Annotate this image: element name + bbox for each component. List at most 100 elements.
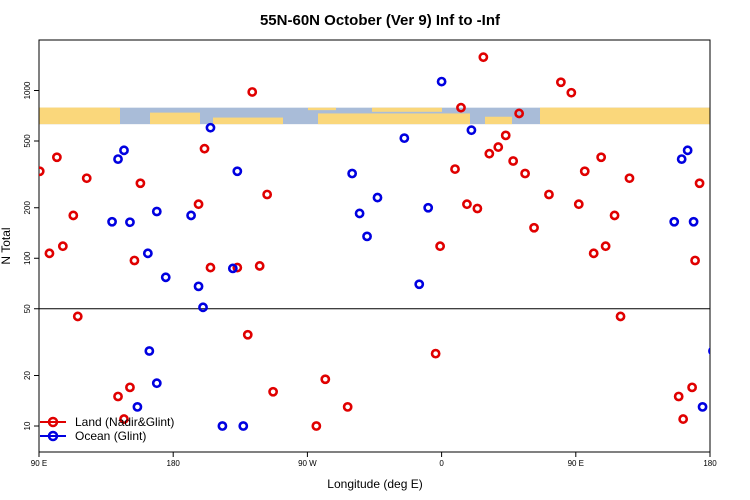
data-point [205,122,216,133]
data-point [198,302,208,313]
data-point [362,231,372,242]
map-land [308,107,336,111]
data-point [544,189,554,200]
data-point [399,133,410,144]
data-point [217,421,228,431]
legend: Land (Nadir&Glint) Ocean (Glint) [40,415,174,443]
data-point [160,272,171,283]
data-point [508,156,519,166]
data-point [119,145,129,156]
data-points [39,52,710,431]
x-tick-label: 90 E [31,459,47,468]
y-tick-label: 20 [23,371,32,380]
legend-marker-ocean [47,430,59,442]
data-point [347,168,358,179]
data-point [72,311,83,322]
map-land [485,116,512,125]
data-point [624,173,635,184]
map-land [39,107,120,125]
legend-item-ocean: Ocean (Glint) [40,429,146,443]
data-point [588,248,599,259]
data-point [81,173,92,184]
data-point [678,414,689,424]
data-point [694,178,705,189]
legend-item-land: Land (Nadir&Glint) [40,415,174,429]
x-tick-label: 90 W [298,459,317,468]
data-point [129,255,140,266]
data-point [254,261,265,271]
map-land [318,113,470,125]
data-point [600,241,611,252]
data-point [135,178,146,189]
data-point [242,329,253,340]
plot-frame [38,39,711,453]
data-point [142,248,153,259]
data-point [430,348,441,359]
data-point [462,199,472,210]
legend-label-land: Land (Nadir&Glint) [75,415,174,429]
data-point [113,391,123,402]
data-point [414,279,425,290]
y-tick-label: 500 [23,134,32,148]
map-land [372,107,442,112]
y-tick-label: 10 [23,421,32,430]
data-point [320,374,331,385]
data-point [555,77,566,88]
map-strip [39,107,710,125]
data-point [609,210,620,221]
data-point [193,199,204,210]
series-land [39,52,705,431]
data-point [566,87,577,98]
data-point [466,125,477,136]
data-point [478,52,489,63]
y-tick-label: 200 [23,201,32,215]
data-point [119,414,129,424]
data-point [227,263,238,274]
data-point [44,248,55,259]
data-point [520,168,531,179]
x-axis-label: Longitude (deg E) [327,477,422,491]
data-point [472,203,483,214]
data-point [579,166,590,177]
y-tick-label: 100 [23,251,32,265]
data-point [687,382,698,393]
data-point [493,142,504,152]
data-point [39,166,45,177]
data-point [435,241,446,252]
data-point [354,208,365,219]
data-point [573,199,584,210]
y-axis-label: N Total [0,227,13,264]
x-axis: 90 E 180 90 W 0 90 E 180 [31,452,717,468]
data-point [342,401,353,412]
data-point [708,347,710,355]
map-land [39,107,108,111]
data-point [268,386,279,397]
series-ocean [107,76,710,431]
legend-label-ocean: Ocean (Glint) [75,429,146,443]
data-point [199,143,210,154]
data-point [151,206,162,217]
x-tick-label: 180 [703,459,717,468]
data-point [514,108,525,119]
data-point [68,210,79,221]
x-tick-label: 0 [439,459,444,468]
data-point [311,421,322,431]
data-point [232,166,243,177]
data-point [186,210,196,221]
data-point [484,148,495,159]
data-point [262,189,273,200]
data-point [144,346,155,356]
data-point [697,401,708,412]
data-point [57,241,68,252]
data-point [151,378,162,389]
data-point [132,401,143,412]
data-point [125,217,135,228]
data-point [676,154,687,165]
data-point [372,192,383,203]
data-point [688,216,699,227]
x-tick-label: 90 E [568,459,584,468]
data-point [529,222,539,233]
legend-marker-land [47,416,59,428]
map-land [540,107,610,111]
